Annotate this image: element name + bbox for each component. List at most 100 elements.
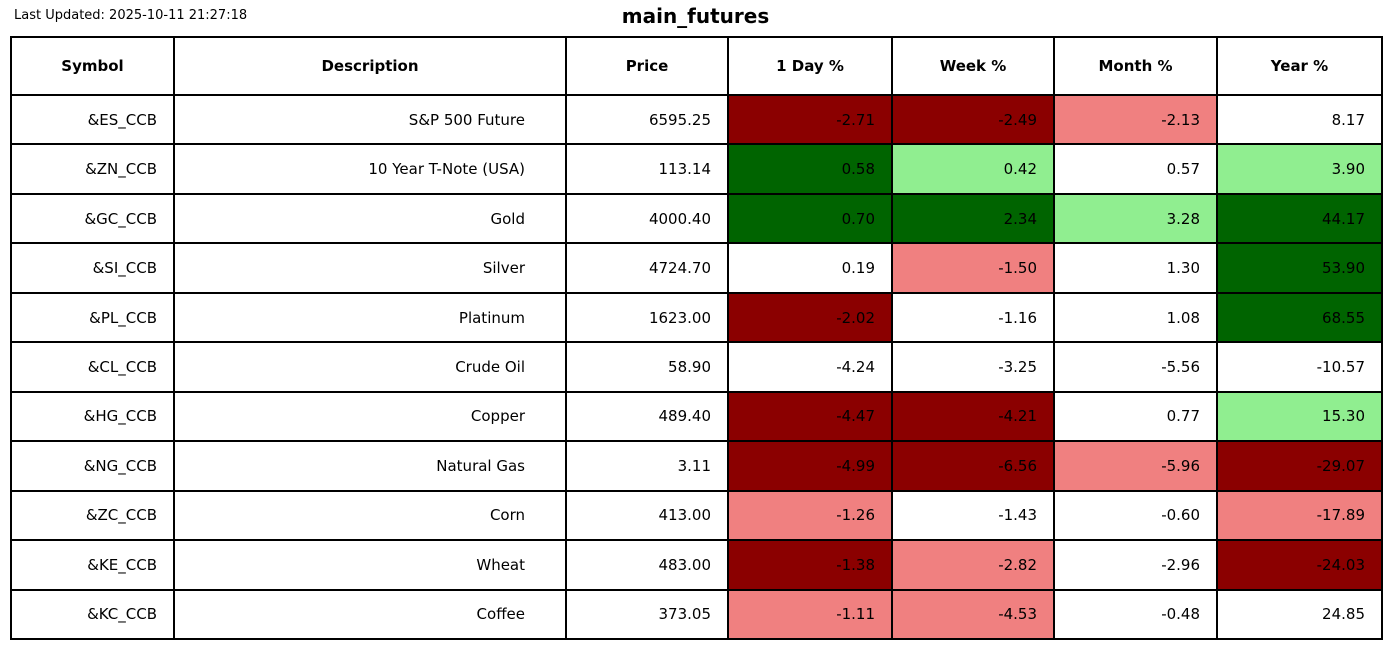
week-pct-cell: -3.25	[891, 341, 1055, 393]
week-pct-cell: 2.34	[891, 192, 1055, 245]
table-row: &GC_CCB Gold 4000.40 0.70 2.34 3.28 44.1…	[10, 192, 1383, 245]
symbol-cell: &PL_CCB	[10, 291, 175, 344]
description-cell: Coffee	[173, 588, 567, 641]
symbol-cell: &ES_CCB	[10, 93, 175, 146]
table-row: &KE_CCB Wheat 483.00 -1.38 -2.82 -2.96 -…	[10, 539, 1383, 591]
description-cell: Natural Gas	[173, 440, 567, 492]
week-pct-cell: 0.42	[891, 143, 1055, 195]
year-pct-cell: -10.57	[1216, 341, 1383, 393]
price-cell: 4724.70	[565, 242, 729, 294]
table-row: &PL_CCB Platinum 1623.00 -2.02 -1.16 1.0…	[10, 291, 1383, 344]
column-header-day-pct: 1 Day %	[727, 36, 893, 96]
day-pct-cell: -4.99	[727, 440, 893, 492]
year-pct-cell: 68.55	[1216, 291, 1383, 344]
description-cell: Platinum	[173, 291, 567, 344]
week-pct-cell: -1.50	[891, 242, 1055, 294]
month-pct-cell: 1.30	[1053, 242, 1218, 294]
week-pct-cell: -1.16	[891, 291, 1055, 344]
description-cell: Silver	[173, 242, 567, 294]
column-header-price: Price	[565, 36, 729, 96]
description-cell: Corn	[173, 489, 567, 542]
symbol-cell: &KC_CCB	[10, 588, 175, 641]
day-pct-cell: -1.38	[727, 539, 893, 591]
month-pct-cell: 0.77	[1053, 390, 1218, 443]
description-cell: Crude Oil	[173, 341, 567, 393]
day-pct-cell: 0.19	[727, 242, 893, 294]
table-row: &HG_CCB Copper 489.40 -4.47 -4.21 0.77 1…	[10, 390, 1383, 443]
table-row: &KC_CCB Coffee 373.05 -1.11 -4.53 -0.48 …	[10, 588, 1383, 641]
symbol-cell: &SI_CCB	[10, 242, 175, 294]
price-cell: 413.00	[565, 489, 729, 542]
month-pct-cell: 1.08	[1053, 291, 1218, 344]
day-pct-cell: -1.26	[727, 489, 893, 542]
day-pct-cell: -4.24	[727, 341, 893, 393]
column-header-symbol: Symbol	[10, 36, 175, 96]
table-row: &SI_CCB Silver 4724.70 0.19 -1.50 1.30 5…	[10, 242, 1383, 294]
symbol-cell: &HG_CCB	[10, 390, 175, 443]
week-pct-cell: -1.43	[891, 489, 1055, 542]
price-cell: 58.90	[565, 341, 729, 393]
description-cell: Gold	[173, 192, 567, 245]
page-title: main_futures	[621, 4, 770, 28]
table-row: &NG_CCB Natural Gas 3.11 -4.99 -6.56 -5.…	[10, 440, 1383, 492]
day-pct-cell: 0.58	[727, 143, 893, 195]
table-row: &ZC_CCB Corn 413.00 -1.26 -1.43 -0.60 -1…	[10, 489, 1383, 542]
symbol-cell: &GC_CCB	[10, 192, 175, 245]
month-pct-cell: 3.28	[1053, 192, 1218, 245]
symbol-cell: &ZN_CCB	[10, 143, 175, 195]
price-cell: 6595.25	[565, 93, 729, 146]
year-pct-cell: 15.30	[1216, 390, 1383, 443]
day-pct-cell: -2.71	[727, 93, 893, 146]
day-pct-cell: -2.02	[727, 291, 893, 344]
table-row: &ES_CCB S&P 500 Future 6595.25 -2.71 -2.…	[10, 93, 1383, 146]
last-updated-label: Last Updated: 2025-10-11 21:27:18	[14, 8, 248, 23]
column-header-year-pct: Year %	[1216, 36, 1383, 96]
symbol-cell: &KE_CCB	[10, 539, 175, 591]
year-pct-cell: 53.90	[1216, 242, 1383, 294]
column-header-month-pct: Month %	[1053, 36, 1218, 96]
futures-table: Symbol Description Price 1 Day % Week % …	[10, 36, 1383, 641]
price-cell: 3.11	[565, 440, 729, 492]
year-pct-cell: 44.17	[1216, 192, 1383, 245]
month-pct-cell: -5.96	[1053, 440, 1218, 492]
month-pct-cell: -2.96	[1053, 539, 1218, 591]
week-pct-cell: -6.56	[891, 440, 1055, 492]
month-pct-cell: -2.13	[1053, 93, 1218, 146]
week-pct-cell: -4.21	[891, 390, 1055, 443]
year-pct-cell: 3.90	[1216, 143, 1383, 195]
month-pct-cell: 0.57	[1053, 143, 1218, 195]
column-header-description: Description	[173, 36, 567, 96]
year-pct-cell: 24.85	[1216, 588, 1383, 641]
price-cell: 483.00	[565, 539, 729, 591]
symbol-cell: &NG_CCB	[10, 440, 175, 492]
price-cell: 489.40	[565, 390, 729, 443]
year-pct-cell: -24.03	[1216, 539, 1383, 591]
description-cell: S&P 500 Future	[173, 93, 567, 146]
table-row: &ZN_CCB 10 Year T-Note (USA) 113.14 0.58…	[10, 143, 1383, 195]
day-pct-cell: 0.70	[727, 192, 893, 245]
price-cell: 1623.00	[565, 291, 729, 344]
week-pct-cell: -4.53	[891, 588, 1055, 641]
header-row: Symbol Description Price 1 Day % Week % …	[10, 36, 1383, 96]
column-header-week-pct: Week %	[891, 36, 1055, 96]
month-pct-cell: -5.56	[1053, 341, 1218, 393]
price-cell: 113.14	[565, 143, 729, 195]
symbol-cell: &ZC_CCB	[10, 489, 175, 542]
description-cell: 10 Year T-Note (USA)	[173, 143, 567, 195]
table-row: &CL_CCB Crude Oil 58.90 -4.24 -3.25 -5.5…	[10, 341, 1383, 393]
description-cell: Copper	[173, 390, 567, 443]
day-pct-cell: -1.11	[727, 588, 893, 641]
price-cell: 4000.40	[565, 192, 729, 245]
week-pct-cell: -2.82	[891, 539, 1055, 591]
description-cell: Wheat	[173, 539, 567, 591]
day-pct-cell: -4.47	[727, 390, 893, 443]
year-pct-cell: 8.17	[1216, 93, 1383, 146]
year-pct-cell: -17.89	[1216, 489, 1383, 542]
price-cell: 373.05	[565, 588, 729, 641]
year-pct-cell: -29.07	[1216, 440, 1383, 492]
month-pct-cell: -0.60	[1053, 489, 1218, 542]
month-pct-cell: -0.48	[1053, 588, 1218, 641]
symbol-cell: &CL_CCB	[10, 341, 175, 393]
week-pct-cell: -2.49	[891, 93, 1055, 146]
